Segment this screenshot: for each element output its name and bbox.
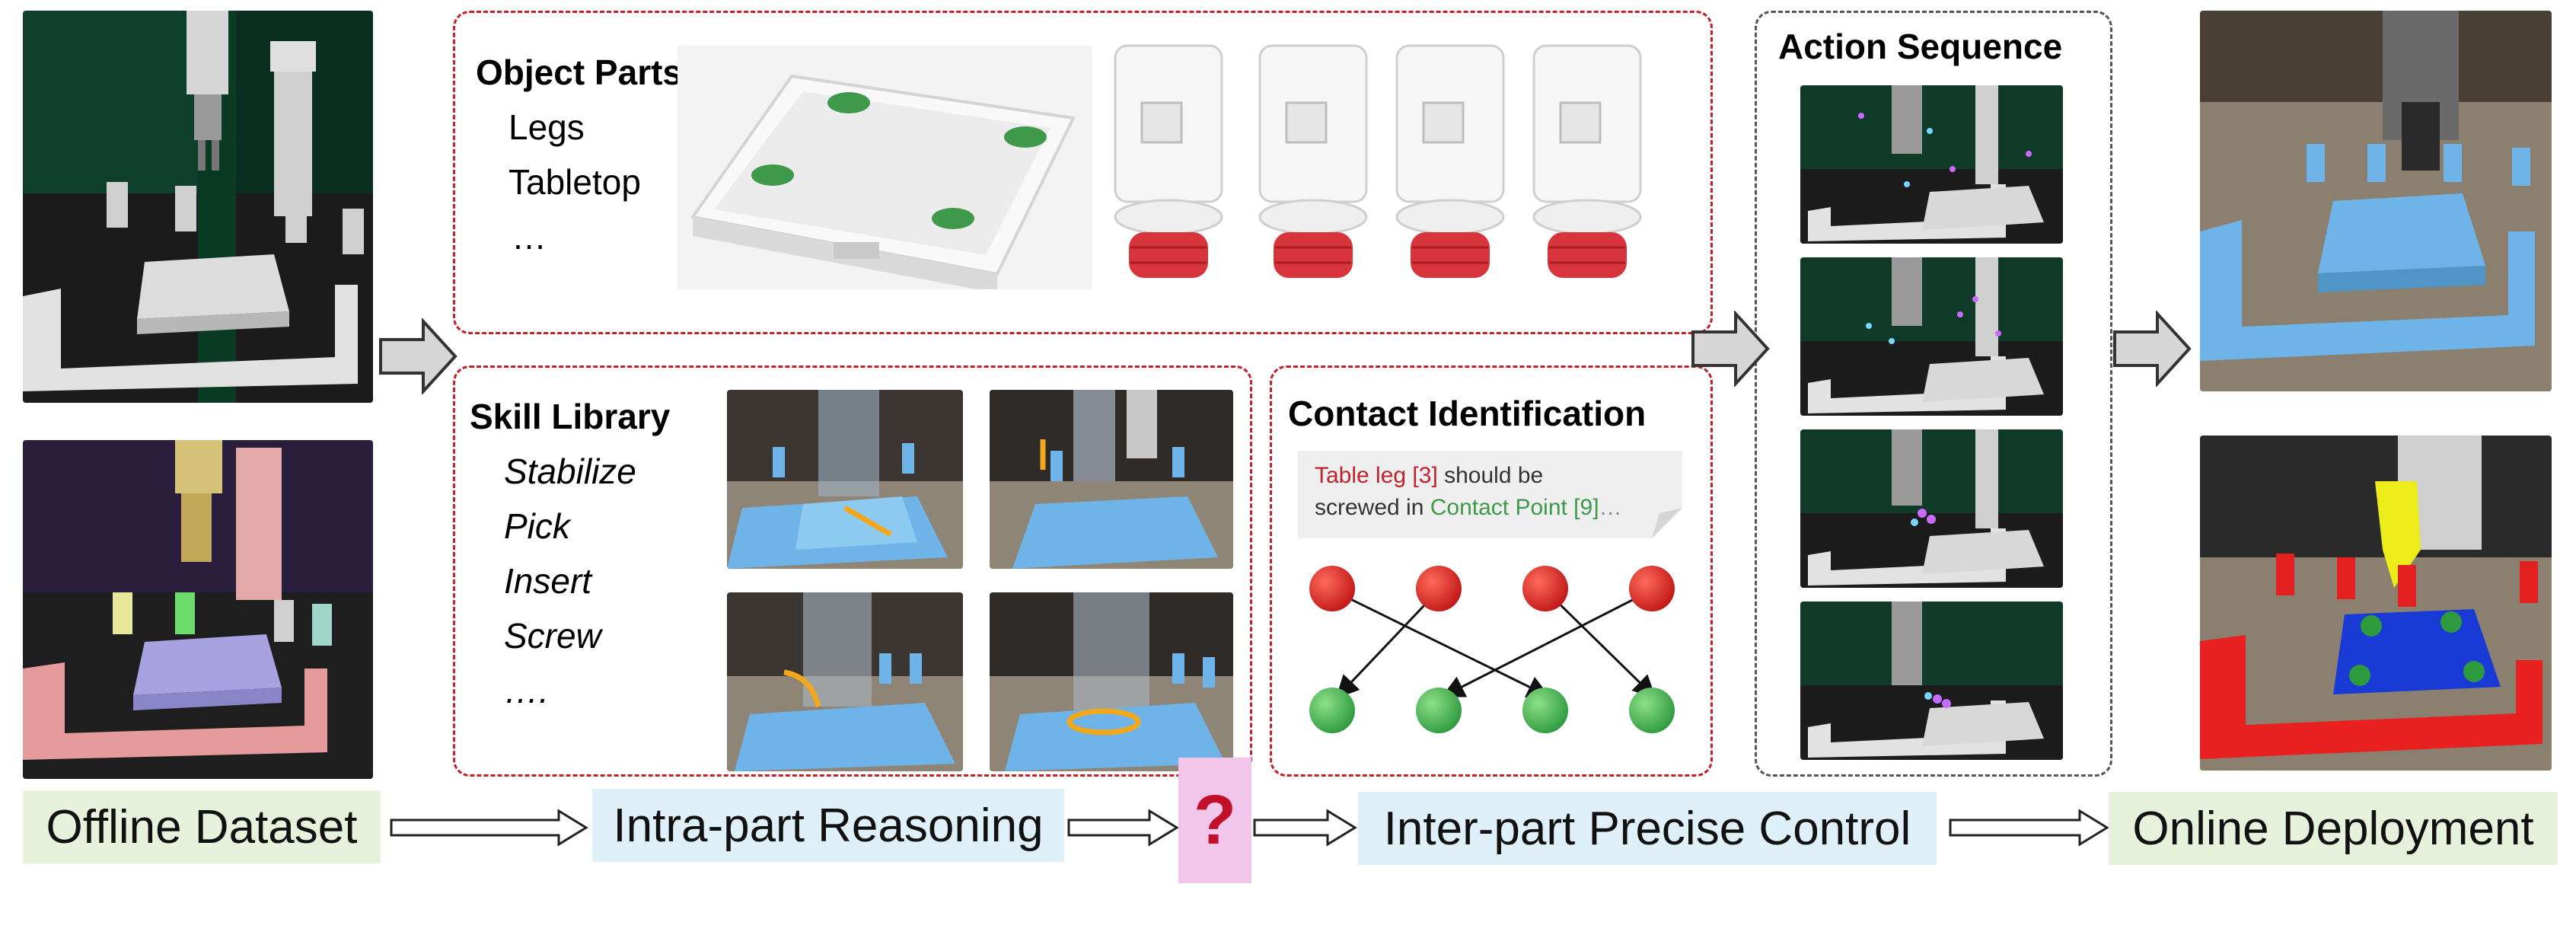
contact-note-leg: Table leg [3] — [1315, 463, 1438, 488]
object-part-item: Legs — [509, 107, 585, 147]
skill-library-title: Skill Library — [470, 397, 671, 436]
object-part-item: … — [512, 217, 547, 257]
offline-sim-image-bottom — [23, 440, 373, 779]
pipeline-arrow-icon — [390, 809, 589, 850]
block-arrow-right-icon — [2113, 309, 2192, 391]
skill-item: …. — [504, 671, 549, 710]
intra-part-reasoning-label: Intra-part Reasoning — [592, 789, 1064, 862]
online-real-image-bottom — [2200, 436, 2552, 771]
tabletop-render — [677, 46, 1092, 293]
contact-note: Table leg [3] should be screwed in Conta… — [1298, 451, 1682, 538]
contact-node-red — [1416, 566, 1462, 611]
skill-pick-image — [990, 390, 1233, 569]
offline-dataset-label: Offline Dataset — [23, 790, 381, 863]
contact-note-text-2: screwed in — [1315, 495, 1430, 520]
object-part-item: Tabletop — [509, 162, 641, 202]
block-arrow-right-icon — [379, 317, 458, 398]
action-sequence-panel — [1755, 11, 2112, 777]
skill-insert-image — [727, 592, 963, 771]
contact-node-red — [1522, 566, 1568, 611]
contact-node-red — [1309, 566, 1355, 611]
object-parts-title: Object Parts — [476, 53, 682, 92]
skill-item: Insert — [504, 561, 592, 601]
contact-identification-panel — [1270, 365, 1713, 777]
contact-note-ellipsis: … — [1599, 495, 1622, 520]
contact-node-red — [1629, 566, 1675, 611]
contact-node-green — [1416, 688, 1462, 733]
object-parts-panel — [453, 11, 1713, 334]
contact-node-green — [1522, 688, 1568, 733]
online-real-image-top — [2200, 11, 2552, 391]
skill-item: Pick — [504, 506, 570, 546]
skill-stabilize-image — [727, 390, 963, 569]
skill-item: Screw — [504, 616, 601, 656]
action-step-image-1 — [1800, 85, 2063, 244]
contact-identification-title: Contact Identification — [1288, 394, 1647, 433]
legs-render — [1108, 38, 1656, 293]
contact-node-green — [1309, 688, 1355, 733]
action-sequence-title: Action Sequence — [1778, 27, 2063, 66]
contact-node-green — [1629, 688, 1675, 733]
contact-graph — [1298, 560, 1694, 742]
block-arrow-right-icon — [1691, 309, 1771, 391]
skill-screw-image — [990, 592, 1233, 771]
question-box: ? — [1178, 758, 1251, 883]
contact-note-text: should be — [1437, 463, 1544, 488]
offline-sim-image-top — [23, 11, 373, 403]
action-step-image-2 — [1800, 257, 2063, 416]
pipeline-arrow-icon — [1067, 809, 1180, 850]
contact-note-point: Contact Point [9] — [1430, 495, 1599, 520]
pipeline-arrow-icon — [1253, 809, 1358, 850]
pipeline-arrow-icon — [1949, 809, 2110, 850]
skill-item: Stabilize — [504, 452, 636, 491]
question-mark: ? — [1193, 781, 1237, 859]
skill-library-panel — [453, 365, 1252, 777]
online-deployment-label: Online Deployment — [2109, 792, 2558, 865]
action-step-image-3 — [1800, 429, 2063, 588]
inter-part-control-label: Inter-part Precise Control — [1358, 792, 1937, 865]
action-step-image-4 — [1800, 602, 2063, 760]
